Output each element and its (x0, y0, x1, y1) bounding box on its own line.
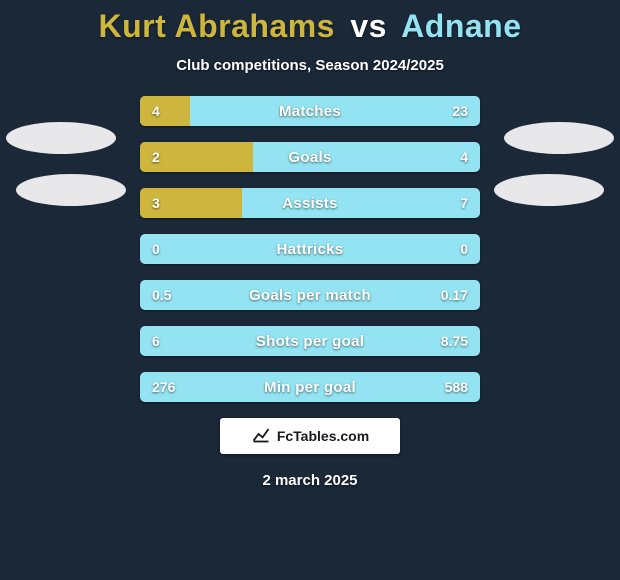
attribution-badge: FcTables.com (220, 418, 400, 454)
date-text: 2 march 2025 (0, 472, 620, 489)
player1-name: Kurt Abrahams (99, 8, 335, 44)
stat-bars: 423Matches 24Goals 37Assists 00Hattricks 0.5… (140, 96, 480, 402)
attribution-text: FcTables.com (277, 428, 369, 444)
player2-name: Adnane (401, 8, 521, 44)
stat-label: Goals per match (140, 280, 480, 310)
stat-row: 37Assists (140, 188, 480, 218)
stat-row: 423Matches (140, 96, 480, 126)
stat-label: Goals (140, 142, 480, 172)
stat-label: Min per goal (140, 372, 480, 402)
stat-label: Assists (140, 188, 480, 218)
stat-row: 00Hattricks (140, 234, 480, 264)
stat-label: Shots per goal (140, 326, 480, 356)
comparison-title: Kurt Abrahams vs Adnane (0, 0, 620, 45)
vs-text: vs (350, 8, 387, 44)
player1-photo-placeholder (6, 122, 116, 154)
stat-label: Matches (140, 96, 480, 126)
chart-icon (251, 424, 271, 449)
player2-flag-placeholder (494, 174, 604, 206)
player1-flag-placeholder (16, 174, 126, 206)
stat-row: 24Goals (140, 142, 480, 172)
player2-photo-placeholder (504, 122, 614, 154)
subtitle: Club competitions, Season 2024/2025 (0, 57, 620, 74)
stat-row: 0.50.17Goals per match (140, 280, 480, 310)
stat-row: 68.75Shots per goal (140, 326, 480, 356)
stat-label: Hattricks (140, 234, 480, 264)
stat-row: 276588Min per goal (140, 372, 480, 402)
